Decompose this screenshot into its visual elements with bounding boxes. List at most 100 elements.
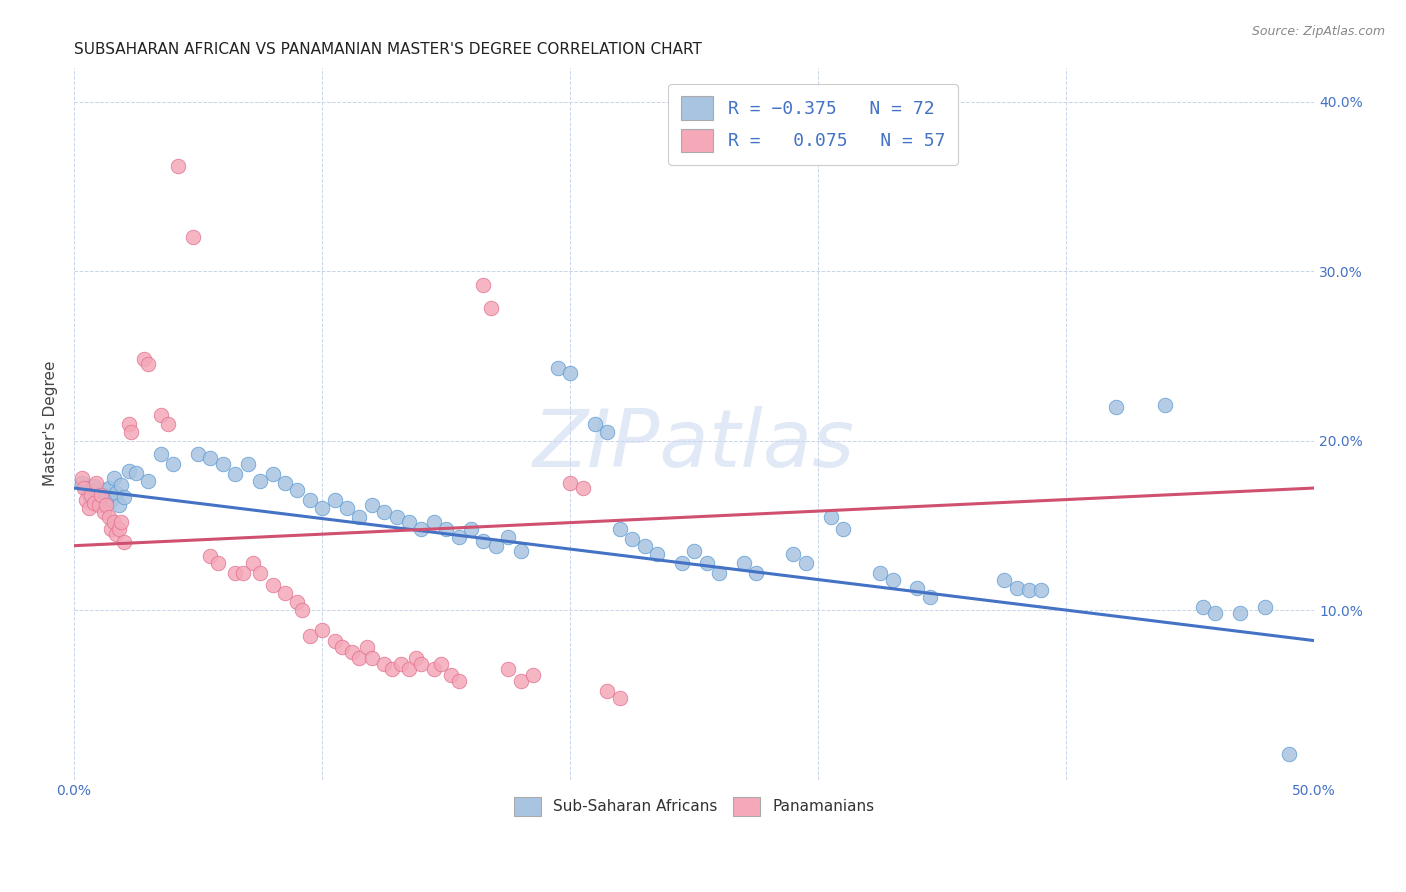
Point bbox=[100, 492, 122, 507]
Point bbox=[869, 566, 891, 580]
Text: Source: ZipAtlas.com: Source: ZipAtlas.com bbox=[1251, 25, 1385, 38]
Point bbox=[1229, 607, 1251, 621]
Point bbox=[200, 549, 222, 563]
Point bbox=[882, 573, 904, 587]
Point bbox=[83, 496, 105, 510]
Point bbox=[1154, 398, 1177, 412]
Point bbox=[509, 543, 531, 558]
Point bbox=[380, 662, 402, 676]
Point bbox=[87, 498, 110, 512]
Point bbox=[440, 667, 463, 681]
Point bbox=[447, 674, 470, 689]
Point bbox=[422, 515, 444, 529]
Point bbox=[1105, 400, 1128, 414]
Point bbox=[86, 492, 108, 507]
Point bbox=[1191, 599, 1213, 614]
Point bbox=[76, 492, 98, 507]
Point bbox=[274, 475, 297, 490]
Point bbox=[993, 573, 1015, 587]
Point bbox=[110, 515, 132, 529]
Point bbox=[385, 509, 408, 524]
Point bbox=[485, 539, 508, 553]
Point bbox=[522, 667, 544, 681]
Point bbox=[100, 522, 122, 536]
Point bbox=[90, 496, 112, 510]
Point bbox=[132, 352, 155, 367]
Point bbox=[262, 577, 284, 591]
Point bbox=[905, 581, 928, 595]
Point bbox=[745, 566, 768, 580]
Point bbox=[832, 522, 855, 536]
Point bbox=[83, 479, 105, 493]
Point bbox=[298, 492, 321, 507]
Point bbox=[149, 408, 172, 422]
Point bbox=[1253, 599, 1275, 614]
Point bbox=[558, 366, 581, 380]
Point bbox=[200, 450, 222, 465]
Point bbox=[496, 662, 519, 676]
Point bbox=[112, 490, 135, 504]
Point bbox=[609, 522, 631, 536]
Point bbox=[80, 484, 103, 499]
Point bbox=[107, 498, 129, 512]
Point bbox=[509, 674, 531, 689]
Point bbox=[249, 475, 271, 489]
Point bbox=[105, 486, 128, 500]
Point bbox=[360, 498, 382, 512]
Point bbox=[118, 464, 141, 478]
Point bbox=[77, 488, 100, 502]
Point bbox=[285, 483, 308, 497]
Point bbox=[125, 466, 148, 480]
Point bbox=[820, 509, 842, 524]
Point bbox=[434, 522, 457, 536]
Point bbox=[77, 501, 100, 516]
Point bbox=[479, 301, 502, 316]
Point bbox=[93, 505, 115, 519]
Legend: Sub-Saharan Africans, Panamanians: Sub-Saharan Africans, Panamanians bbox=[505, 788, 884, 825]
Point bbox=[360, 650, 382, 665]
Point bbox=[298, 628, 321, 642]
Point bbox=[105, 526, 128, 541]
Point bbox=[391, 657, 413, 672]
Point bbox=[212, 458, 235, 472]
Point bbox=[1031, 582, 1053, 597]
Point bbox=[571, 481, 593, 495]
Point bbox=[349, 650, 371, 665]
Point bbox=[1018, 582, 1040, 597]
Point bbox=[224, 566, 246, 580]
Point bbox=[323, 633, 346, 648]
Point bbox=[558, 475, 581, 490]
Point bbox=[411, 522, 433, 536]
Point bbox=[1278, 747, 1301, 761]
Point bbox=[472, 533, 495, 548]
Point bbox=[112, 535, 135, 549]
Point bbox=[696, 556, 718, 570]
Point bbox=[87, 488, 110, 502]
Point bbox=[583, 417, 606, 431]
Point bbox=[633, 539, 655, 553]
Point bbox=[149, 447, 172, 461]
Point bbox=[398, 662, 420, 676]
Point bbox=[73, 481, 96, 495]
Point bbox=[596, 684, 619, 698]
Point bbox=[1204, 607, 1226, 621]
Point bbox=[733, 556, 755, 570]
Point bbox=[80, 488, 103, 502]
Point bbox=[330, 640, 353, 655]
Point bbox=[181, 230, 204, 244]
Point bbox=[97, 481, 120, 495]
Point bbox=[671, 556, 693, 570]
Point bbox=[373, 657, 395, 672]
Point bbox=[262, 467, 284, 482]
Point bbox=[157, 417, 180, 431]
Point bbox=[86, 475, 108, 490]
Point bbox=[187, 447, 209, 461]
Point bbox=[138, 357, 160, 371]
Point bbox=[311, 624, 333, 638]
Point bbox=[103, 471, 125, 485]
Point bbox=[496, 530, 519, 544]
Point bbox=[782, 547, 804, 561]
Y-axis label: Master's Degree: Master's Degree bbox=[44, 361, 58, 486]
Point bbox=[93, 483, 115, 497]
Text: SUBSAHARAN AFRICAN VS PANAMANIAN MASTER'S DEGREE CORRELATION CHART: SUBSAHARAN AFRICAN VS PANAMANIAN MASTER'… bbox=[75, 42, 702, 57]
